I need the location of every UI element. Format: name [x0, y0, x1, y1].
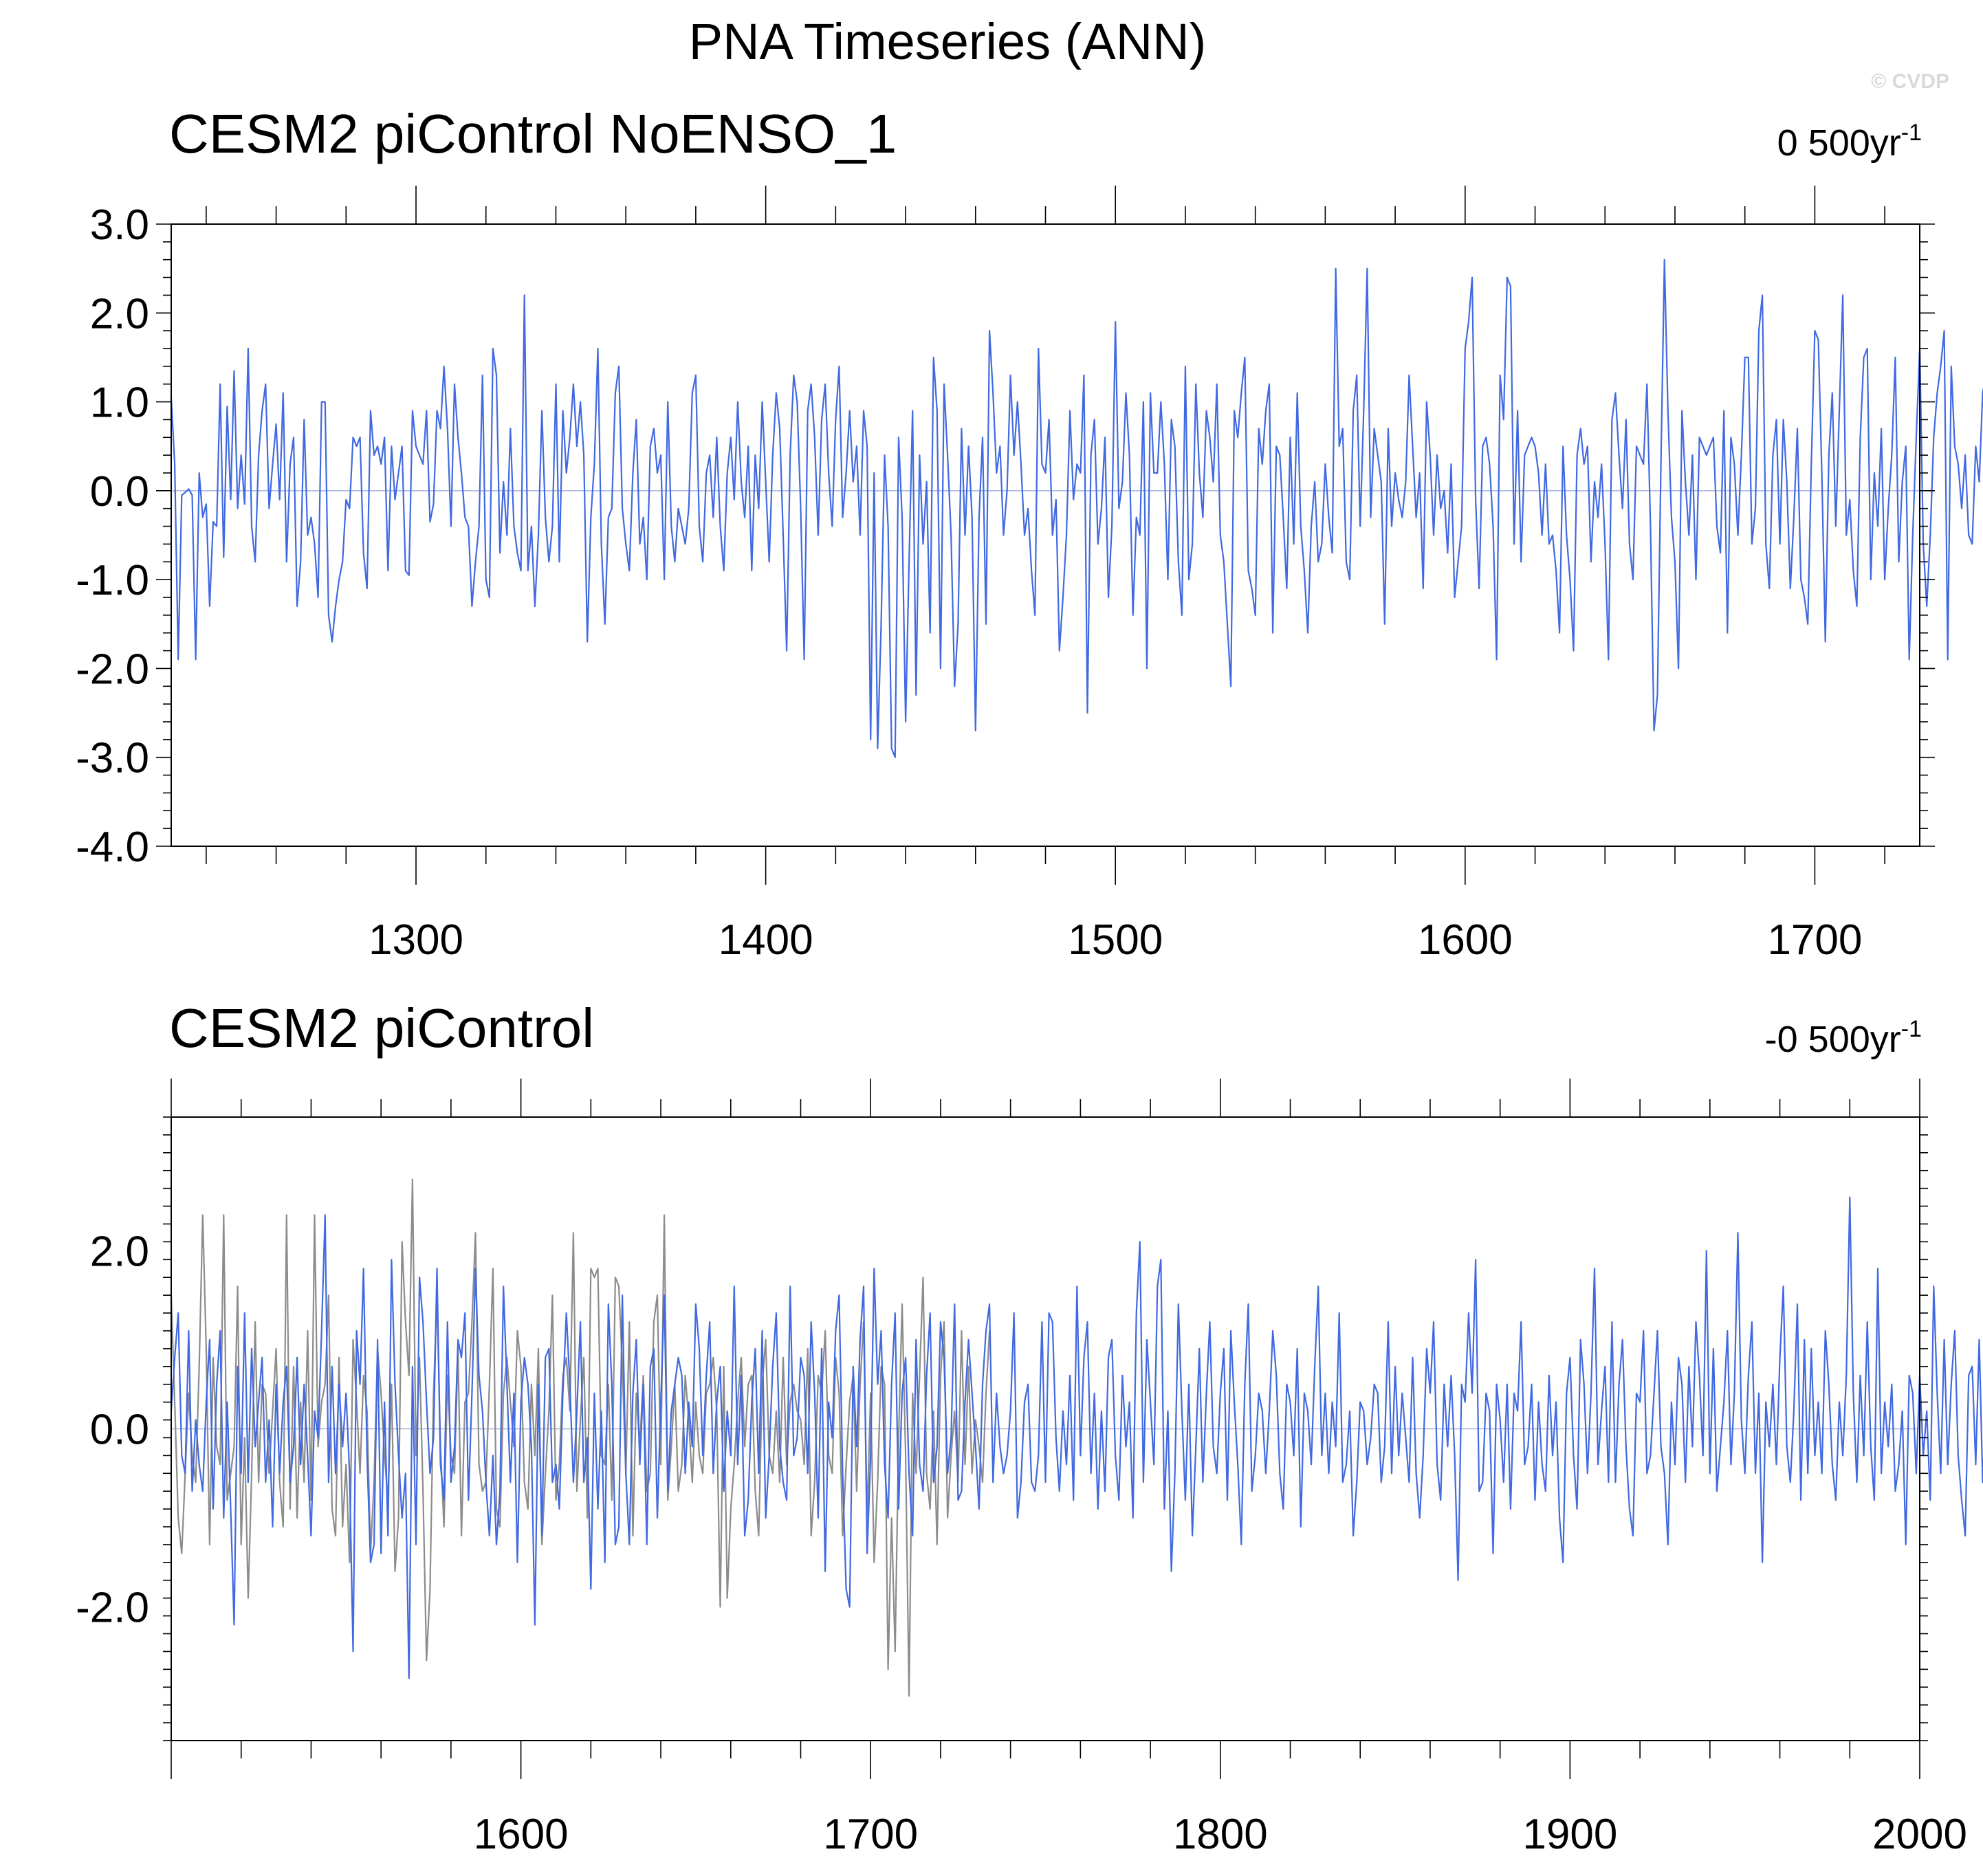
x-tick-label: 1700 [1767, 916, 1862, 964]
x-tick-label: 1500 [1068, 916, 1163, 964]
watermark: © CVDP [1871, 70, 1949, 93]
trend-value-bottom: -0 500yr [1765, 1019, 1901, 1060]
y-tick-label: 3.0 [90, 201, 149, 249]
panel-title-top: CESM2 piControl NoENSO_1 [169, 103, 897, 164]
plot-area-bottom: 2.0 0.0 -2.0 1600 1700 1800 1900 2000 [76, 1079, 1983, 1858]
x-tick-label: 1400 [719, 916, 813, 964]
y-tick-label: 2.0 [90, 1228, 149, 1275]
y-tick-label: -4.0 [76, 824, 149, 871]
x-tick-label: 1600 [1418, 916, 1513, 964]
plot-frame [171, 1116, 1920, 1741]
trend-exponent-top: -1 [1901, 120, 1922, 146]
trend-value-top: 0 500yr [1777, 122, 1901, 164]
y-tick-label: -1.0 [76, 557, 149, 604]
x-tick-label: 1700 [823, 1811, 918, 1858]
panel-top: CESM2 piControl NoENSO_1 0 500yr-1 3.0 2.… [76, 103, 1983, 964]
y-tick-label: 0.0 [90, 468, 149, 516]
trend-exponent-bottom: -1 [1901, 1016, 1922, 1042]
x-tick-label: 1600 [474, 1811, 569, 1858]
series-line-2 [170, 1196, 1983, 1679]
y-tick-label: 2.0 [90, 290, 149, 338]
y-tick-label: -2.0 [76, 1585, 149, 1632]
figure-title: PNA Timeseries (ANN) [689, 13, 1206, 70]
trend-label-top: 0 500yr-1 [1777, 120, 1922, 164]
plot-area-top: 3.0 2.0 1.0 0.0 -1.0 -2.0 -3.0 -4.0 1300 1400 1500… [76, 186, 1983, 964]
y-tick-label: 1.0 [90, 379, 149, 427]
y-tick-label: -3.0 [76, 735, 149, 782]
x-tick-label: 2000 [1872, 1811, 1967, 1858]
y-tick-label: -2.0 [76, 645, 149, 693]
y-tick-label: 0.0 [90, 1406, 149, 1454]
panel-title-bottom: CESM2 piControl [169, 997, 594, 1059]
trend-label-bottom: -0 500yr-1 [1765, 1016, 1922, 1060]
x-tick-label: 1300 [369, 916, 463, 964]
panel-bottom: CESM2 piControl -0 500yr-1 2.0 0.0 -2.0 160… [76, 997, 1983, 1858]
series-line-1 [170, 258, 1983, 758]
x-tick-label: 1800 [1173, 1811, 1268, 1858]
x-tick-label: 1900 [1522, 1811, 1617, 1858]
